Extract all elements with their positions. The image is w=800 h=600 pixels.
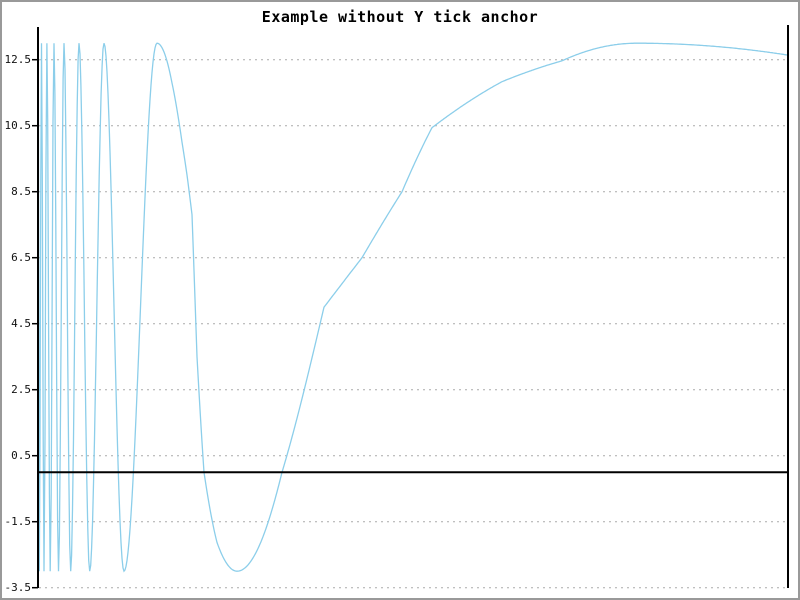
y-tick-label: 10.5: [4, 118, 32, 132]
y-tick-label: 6.5: [11, 250, 31, 264]
y-tick-label: 4.5: [11, 316, 31, 330]
y-tick-label: 2.5: [11, 382, 31, 396]
y-tick-label: 0.5: [11, 448, 31, 462]
y-tick-label: 12.5: [4, 52, 32, 66]
chart-title: Example without Y tick anchor: [261, 8, 539, 26]
y-tick-label: -1.5: [4, 514, 32, 528]
y-tick-label: 8.5: [11, 184, 31, 198]
series-line: [37, 42, 789, 573]
y-tick-label: -3.5: [4, 580, 32, 594]
